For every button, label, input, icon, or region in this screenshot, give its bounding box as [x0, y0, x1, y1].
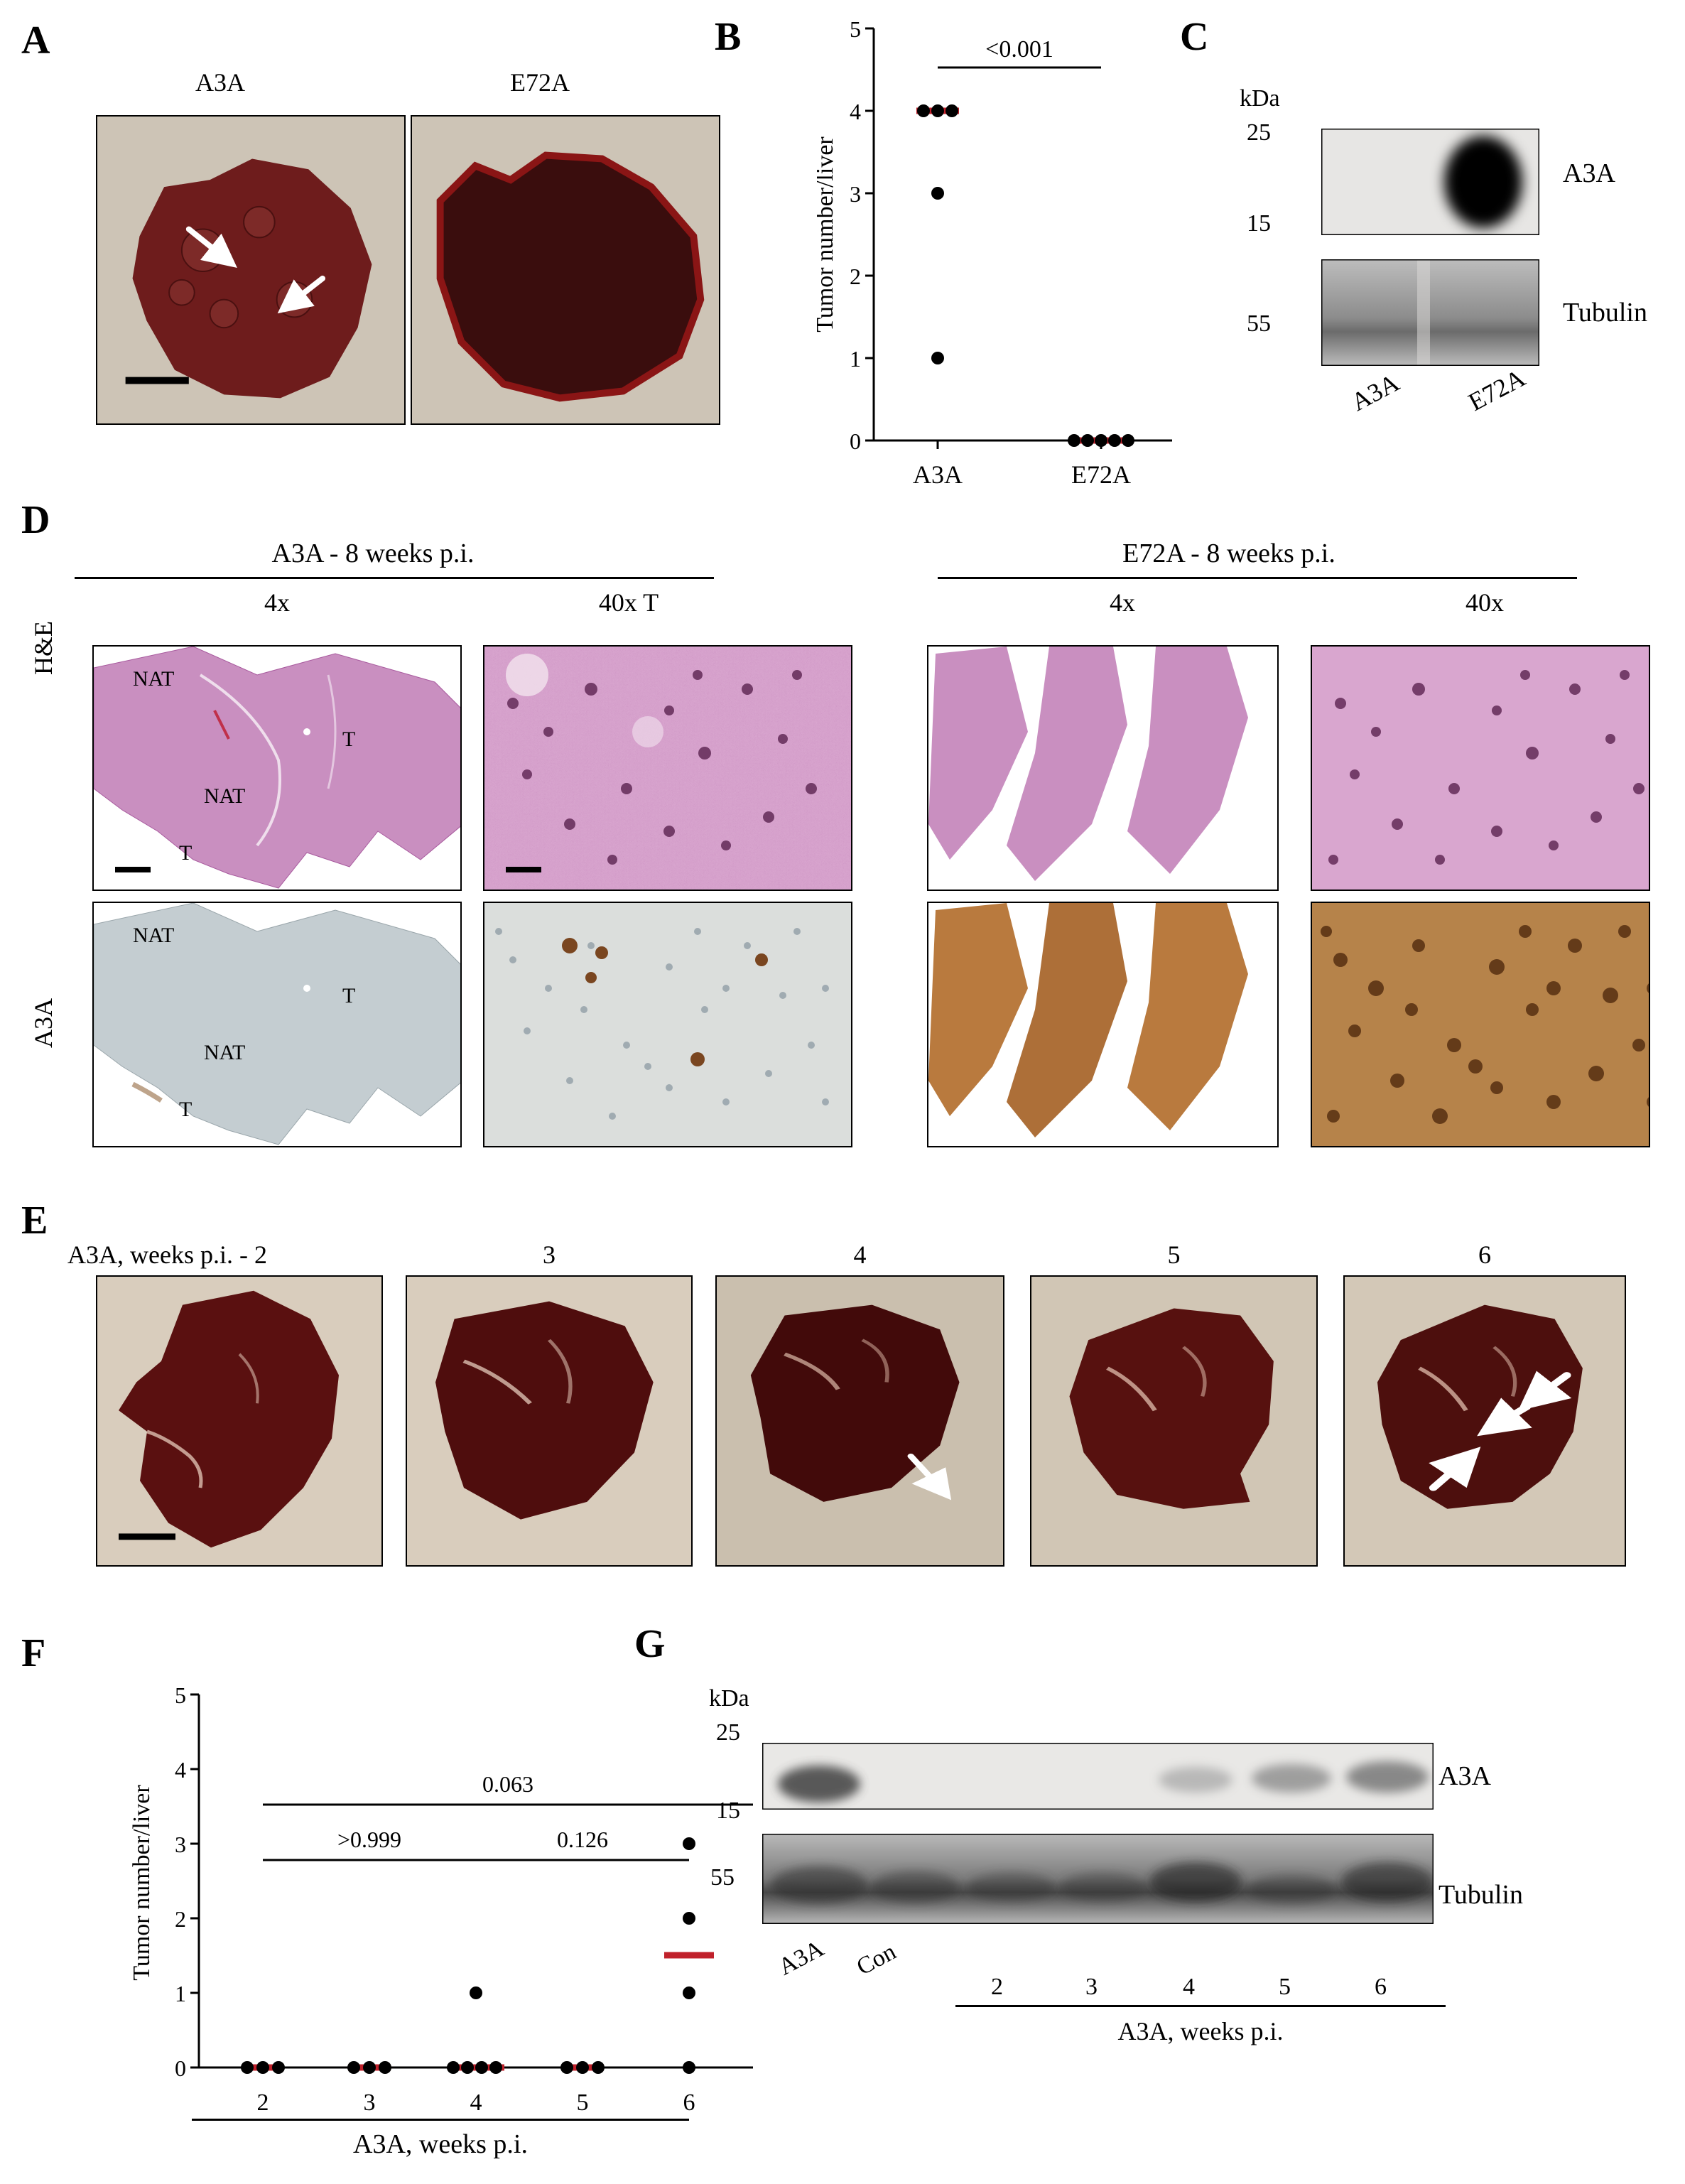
- svg-text:3: 3: [850, 181, 861, 207]
- svg-text:Tumor number/liver: Tumor number/liver: [817, 136, 838, 333]
- svg-text:0.126: 0.126: [557, 1827, 608, 1852]
- svg-text:3: 3: [364, 2090, 376, 2116]
- svg-text:1: 1: [850, 346, 861, 372]
- svg-text:T: T: [342, 984, 355, 1007]
- svg-text:>0.999: >0.999: [337, 1827, 401, 1852]
- svg-text:Tumor number/liver: Tumor number/liver: [129, 1785, 155, 1981]
- svg-text:T: T: [342, 728, 355, 751]
- svg-text:NAT: NAT: [133, 924, 174, 947]
- svg-text:0.063: 0.063: [482, 1771, 533, 1797]
- svg-text:5: 5: [577, 2090, 589, 2116]
- svg-text:3: 3: [175, 1832, 186, 1857]
- svg-text:4: 4: [850, 99, 861, 124]
- svg-text:<0.001: <0.001: [985, 36, 1053, 63]
- svg-text:E72A: E72A: [1071, 460, 1131, 489]
- svg-text:T: T: [179, 1098, 192, 1121]
- svg-text:A3A: A3A: [913, 460, 963, 489]
- svg-text:6: 6: [683, 2090, 695, 2116]
- svg-text:2: 2: [175, 1906, 186, 1932]
- svg-text:5: 5: [850, 16, 861, 42]
- svg-text:4: 4: [470, 2090, 482, 2116]
- svg-text:2: 2: [850, 264, 861, 289]
- svg-text:NAT: NAT: [204, 784, 245, 808]
- svg-text:4: 4: [175, 1757, 186, 1783]
- svg-text:T: T: [179, 841, 192, 865]
- svg-text:1: 1: [175, 1981, 186, 2006]
- svg-text:2: 2: [257, 2090, 269, 2116]
- svg-text:0: 0: [850, 428, 861, 454]
- svg-text:NAT: NAT: [133, 667, 174, 691]
- svg-text:5: 5: [175, 1682, 186, 1708]
- svg-text:0: 0: [175, 2055, 186, 2081]
- svg-text:NAT: NAT: [204, 1041, 245, 1064]
